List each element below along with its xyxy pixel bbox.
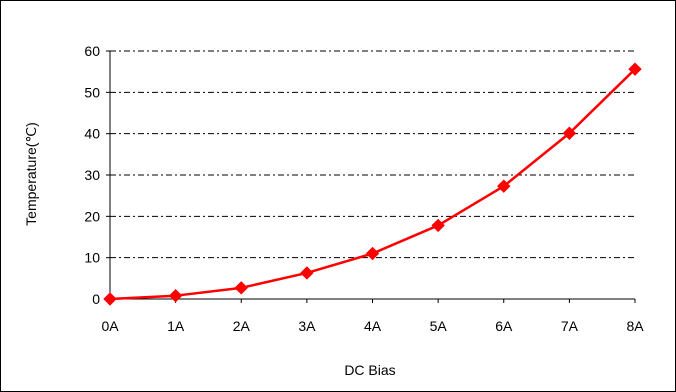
x-tick-label: 5A bbox=[430, 318, 448, 334]
y-tick-label: 40 bbox=[84, 126, 100, 142]
data-point-marker bbox=[562, 126, 577, 140]
data-point-marker bbox=[628, 62, 642, 76]
y-tick-label: 20 bbox=[84, 208, 100, 224]
y-tick-label: 60 bbox=[84, 43, 100, 59]
y-tick-label: 0 bbox=[92, 291, 100, 307]
y-tick-label: 50 bbox=[84, 84, 100, 100]
x-tick-label: 2A bbox=[233, 318, 251, 334]
axes bbox=[106, 50, 636, 303]
y-tick-label: 30 bbox=[84, 167, 100, 183]
x-tick-label: 6A bbox=[495, 318, 513, 334]
x-axis-title: DC Bias bbox=[344, 362, 395, 378]
series-line bbox=[109, 68, 636, 301]
gridlines bbox=[110, 50, 635, 259]
x-tick-label: 1A bbox=[167, 318, 185, 334]
x-tick-label: 4A bbox=[364, 318, 382, 334]
y-tick-labels: 0 10 20 30 40 50 60 bbox=[84, 43, 100, 307]
data-point-marker bbox=[431, 218, 445, 233]
x-tick-label: 7A bbox=[561, 318, 579, 334]
x-tick-label: 0A bbox=[101, 318, 119, 334]
x-tick-labels: 0A 1A 2A 3A 4A 5A 6A 7A 8A bbox=[101, 318, 644, 334]
x-tick-label: 3A bbox=[298, 318, 316, 334]
data-point-marker bbox=[497, 179, 511, 193]
data-point-marker bbox=[300, 266, 314, 280]
data-point-marker bbox=[365, 246, 380, 261]
y-tick-label: 10 bbox=[84, 250, 100, 266]
data-point-marker bbox=[168, 288, 183, 303]
series-layer bbox=[103, 62, 642, 306]
x-tick-label: 8A bbox=[626, 318, 644, 334]
data-point-marker bbox=[103, 292, 117, 306]
data-point-marker bbox=[234, 281, 248, 295]
y-axis-title: Temperature(℃) bbox=[23, 122, 39, 226]
